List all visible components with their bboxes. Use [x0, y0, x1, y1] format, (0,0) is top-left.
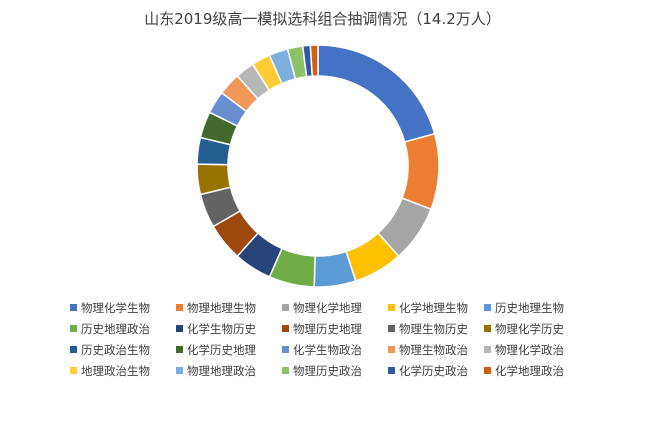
- legend-label: 历史地理政治: [81, 321, 150, 336]
- legend-swatch: [176, 304, 183, 311]
- legend-swatch: [484, 346, 491, 353]
- donut-slice-20: [309, 44, 319, 77]
- legend-swatch: [388, 304, 395, 311]
- legend-swatch: [70, 325, 77, 332]
- legend-swatch: [484, 304, 491, 311]
- legend-swatch: [282, 367, 289, 374]
- chart-title: 山东2019级高一模拟选科组合抽调情况（14.2万人）: [144, 10, 501, 28]
- legend-label: 物理地理政治: [187, 363, 256, 378]
- legend-label: 化学历史政治: [399, 363, 468, 378]
- legend-item-14: 物理生物政治: [388, 342, 484, 357]
- legend-swatch: [282, 304, 289, 311]
- legend-label: 物理生物历史: [399, 321, 468, 336]
- legend-label: 物理地理生物: [187, 300, 256, 315]
- legend-label: 历史地理生物: [495, 300, 564, 315]
- legend-item-9: 物理生物历史: [388, 321, 484, 336]
- legend-swatch: [282, 325, 289, 332]
- legend-label: 化学地理生物: [399, 300, 468, 315]
- chart-legend: 物理化学生物 物理地理生物 物理化学地理 化学地理生物 历史地理生物 历史地理政治 化学生物…: [70, 300, 590, 378]
- legend-item-7: 化学生物历史: [176, 321, 282, 336]
- legend-item-10: 物理化学历史: [484, 321, 590, 336]
- donut-slice-2: [401, 132, 440, 211]
- legend-item-11: 历史政治生物: [70, 342, 176, 357]
- legend-swatch: [176, 367, 183, 374]
- legend-item-8: 物理历史地理: [282, 321, 388, 336]
- legend-swatch: [70, 304, 77, 311]
- legend-swatch: [176, 325, 183, 332]
- legend-item-17: 物理地理政治: [176, 363, 282, 378]
- legend-label: 化学生物历史: [187, 321, 256, 336]
- donut-chart: [196, 44, 440, 288]
- legend-item-18: 物理历史政治: [282, 363, 388, 378]
- legend-label: 物理历史地理: [293, 321, 362, 336]
- legend-swatch: [70, 367, 77, 374]
- donut-slice-1: [317, 44, 436, 143]
- legend-label: 物理化学历史: [495, 321, 564, 336]
- legend-item-12: 化学历史地理: [176, 342, 282, 357]
- legend-item-2: 物理地理生物: [176, 300, 282, 315]
- legend-item-3: 物理化学地理: [282, 300, 388, 315]
- legend-item-4: 化学地理生物: [388, 300, 484, 315]
- legend-item-20: 化学地理政治: [484, 363, 590, 378]
- legend-item-5: 历史地理生物: [484, 300, 590, 315]
- legend-label: 化学生物政治: [293, 342, 362, 357]
- legend-label: 物理化学生物: [81, 300, 150, 315]
- legend-swatch: [282, 346, 289, 353]
- legend-item-15: 物理化学政治: [484, 342, 590, 357]
- legend-label: 物理生物政治: [399, 342, 468, 357]
- legend-swatch: [388, 367, 395, 374]
- legend-item-6: 历史地理政治: [70, 321, 176, 336]
- legend-item-16: 地理政治生物: [70, 363, 176, 378]
- legend-label: 化学地理政治: [495, 363, 564, 378]
- legend-label: 化学历史地理: [187, 342, 256, 357]
- legend-item-13: 化学生物政治: [282, 342, 388, 357]
- legend-label: 物理化学政治: [495, 342, 564, 357]
- legend-label: 历史政治生物: [81, 342, 150, 357]
- legend-swatch: [388, 325, 395, 332]
- legend-swatch: [70, 346, 77, 353]
- legend-swatch: [484, 367, 491, 374]
- legend-swatch: [388, 346, 395, 353]
- legend-label: 物理历史政治: [293, 363, 362, 378]
- legend-swatch: [484, 325, 491, 332]
- legend-label: 物理化学地理: [293, 300, 362, 315]
- legend-item-1: 物理化学生物: [70, 300, 176, 315]
- legend-label: 地理政治生物: [81, 363, 150, 378]
- legend-item-19: 化学历史政治: [388, 363, 484, 378]
- legend-swatch: [176, 346, 183, 353]
